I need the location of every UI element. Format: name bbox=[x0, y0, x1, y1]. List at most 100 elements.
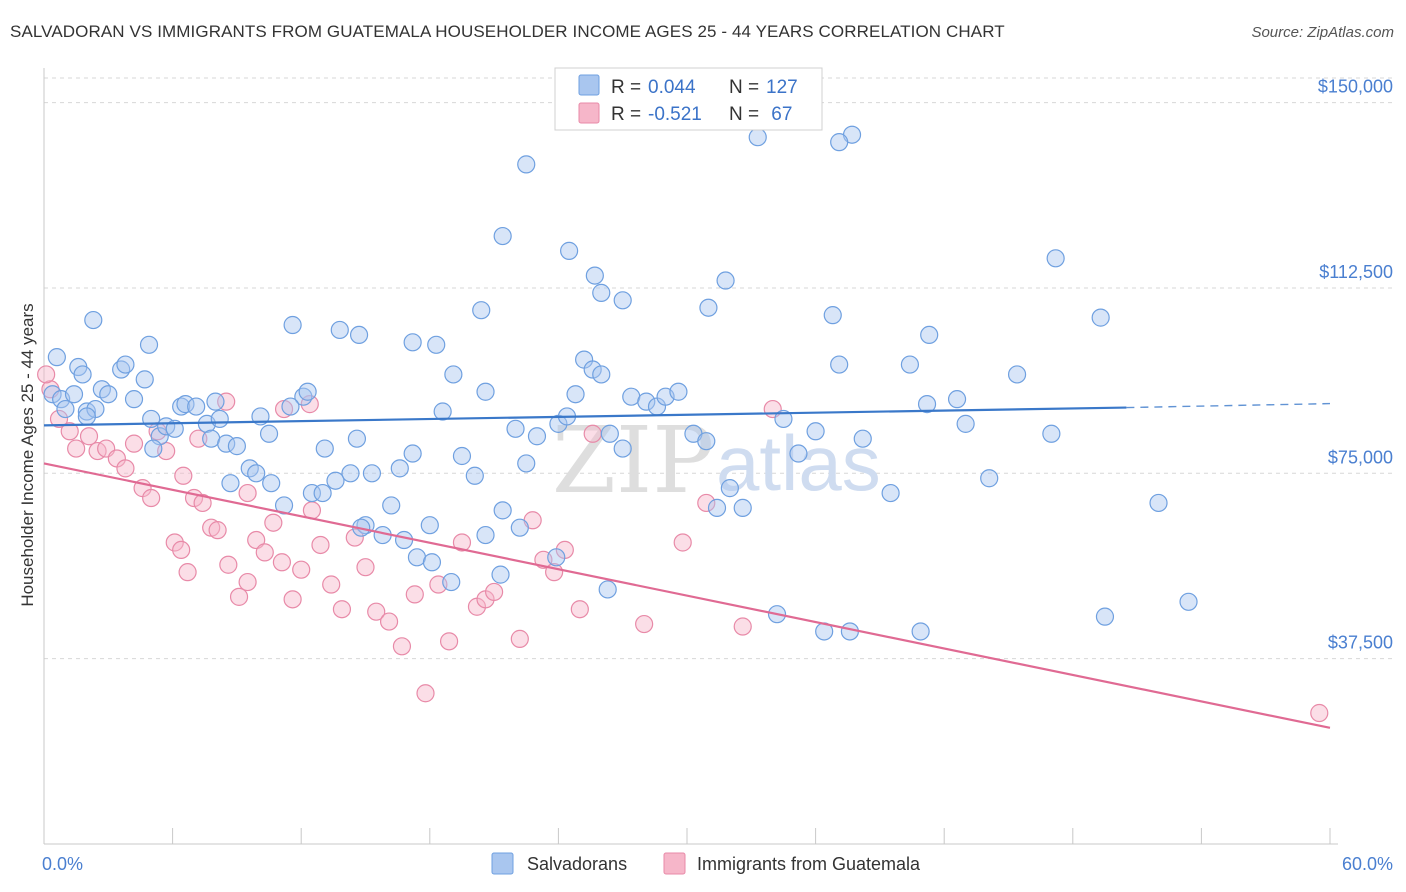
guatemala-point bbox=[272, 553, 292, 572]
correlation-legend: R = 0.044 N = 127 R = -0.521 N = 67 bbox=[554, 67, 823, 131]
salvadorans-point bbox=[956, 414, 975, 433]
guatemala-point bbox=[322, 575, 341, 594]
salvadorans-point bbox=[217, 434, 236, 453]
salvadorans-point bbox=[947, 390, 967, 409]
guatemala-point bbox=[238, 572, 257, 592]
salvadorans-point bbox=[1007, 365, 1027, 384]
legend-r-label-2: R = bbox=[611, 104, 641, 125]
watermark-zip: ZIP bbox=[552, 407, 714, 514]
guatemala-point bbox=[217, 392, 236, 411]
salvadorans-point bbox=[444, 365, 463, 384]
salvadorans-point bbox=[613, 439, 632, 458]
salvadorans-point bbox=[917, 395, 937, 414]
guatemala-point bbox=[116, 459, 135, 478]
salvadorans-point bbox=[669, 382, 688, 401]
salvadorans-point bbox=[476, 382, 495, 401]
salvadorans-point bbox=[99, 385, 118, 404]
y-tick-labels: $37,500 $75,000 $112,500 $150,000 bbox=[1318, 77, 1393, 653]
guatemala-point bbox=[379, 612, 399, 631]
salvadorans-point bbox=[77, 407, 96, 426]
salvadorans-point bbox=[472, 301, 491, 320]
salvadorans-point bbox=[326, 471, 345, 490]
salvadorans-point bbox=[176, 395, 195, 414]
guatemala-point bbox=[165, 533, 184, 552]
salvadorans-point bbox=[493, 226, 512, 246]
salvadorans-point bbox=[853, 429, 872, 448]
salvadorans-point bbox=[980, 469, 999, 488]
guatemala-point bbox=[208, 521, 227, 540]
guatemala-point bbox=[485, 582, 504, 602]
salvadorans-point bbox=[697, 432, 716, 451]
salvadorans-point bbox=[560, 241, 579, 260]
guatemala-point bbox=[570, 600, 589, 619]
trend-lines bbox=[43, 402, 1331, 729]
salvadorans-point bbox=[1149, 493, 1168, 513]
salvadorans-point bbox=[527, 427, 547, 446]
salvadorans-point bbox=[1042, 424, 1061, 443]
salvadorans-point bbox=[403, 444, 422, 463]
salvadorans-point bbox=[43, 385, 62, 404]
salvadorans-point bbox=[592, 365, 611, 384]
trend-line-salvadorans bbox=[43, 406, 1127, 427]
salvadorans-point bbox=[221, 474, 240, 493]
guatemala-point bbox=[673, 533, 692, 552]
legend-swatch-salvadorans bbox=[578, 74, 600, 96]
salvadorans-point bbox=[403, 333, 422, 352]
guatemala-point bbox=[229, 587, 249, 606]
guatemala-point bbox=[60, 422, 79, 441]
salvadorans-point bbox=[900, 355, 920, 374]
legend-n-value-1: 127 bbox=[766, 77, 798, 98]
guatemala-point bbox=[283, 590, 302, 609]
salvadorans-point bbox=[733, 498, 752, 517]
salvadorans-point bbox=[394, 530, 414, 550]
salvadorans-point bbox=[407, 548, 427, 567]
salvadorans-point bbox=[583, 360, 602, 379]
salvadorans-point bbox=[823, 306, 842, 325]
salvadorans-point bbox=[830, 133, 849, 152]
salvadorans-point bbox=[84, 310, 103, 330]
salvadorans-point bbox=[465, 466, 484, 485]
x-tick-label-min: 0.0% bbox=[42, 854, 83, 874]
guatemala-point bbox=[733, 617, 752, 636]
guatemala-point bbox=[405, 585, 424, 604]
salvadorans-point bbox=[592, 283, 611, 302]
guatemala-point bbox=[264, 513, 283, 532]
salvadorans-point bbox=[227, 437, 246, 456]
guatemala-point bbox=[219, 555, 238, 574]
salvadorans-point bbox=[748, 128, 767, 147]
salvadorans-point bbox=[881, 483, 900, 503]
y-tick-label: $112,500 bbox=[1319, 262, 1393, 282]
guatemala-point bbox=[452, 533, 472, 552]
salvadorans-point bbox=[806, 422, 825, 441]
guatemala-point bbox=[367, 602, 386, 621]
salvadorans-point bbox=[707, 498, 727, 517]
guatemala-point bbox=[238, 483, 257, 503]
guatemala-point bbox=[416, 684, 435, 703]
legend-r-value-1: 0.044 bbox=[648, 77, 696, 98]
salvadorans-point bbox=[144, 439, 163, 458]
salvadorans-point bbox=[390, 459, 409, 478]
salvadorans-point bbox=[699, 298, 718, 317]
trend-line-guatemala bbox=[43, 462, 1331, 729]
salvadorans-point bbox=[716, 271, 735, 290]
salvadorans-point bbox=[493, 501, 512, 520]
guatemala-point bbox=[172, 540, 191, 560]
guatemala-point bbox=[510, 629, 529, 648]
guatemala-point bbox=[255, 543, 274, 562]
guatemala-point bbox=[392, 637, 412, 656]
salvadorans-point bbox=[1179, 592, 1198, 611]
guatemala-point bbox=[311, 535, 330, 555]
guatemala-point bbox=[67, 439, 86, 458]
guatemala-point bbox=[583, 424, 602, 443]
y-tick-label: $75,000 bbox=[1328, 447, 1393, 467]
salvadorans-point bbox=[517, 155, 536, 174]
salvadorans-point bbox=[585, 266, 604, 285]
salvadorans-point bbox=[135, 370, 154, 389]
salvadorans-point bbox=[600, 424, 619, 443]
guatemala-point bbox=[292, 560, 311, 579]
salvadorans-point bbox=[283, 315, 302, 335]
salvadorans-point bbox=[476, 525, 495, 545]
salvadorans-point bbox=[142, 409, 161, 429]
series-legend: Salvadorans Immigrants from Guatemala bbox=[491, 852, 921, 875]
